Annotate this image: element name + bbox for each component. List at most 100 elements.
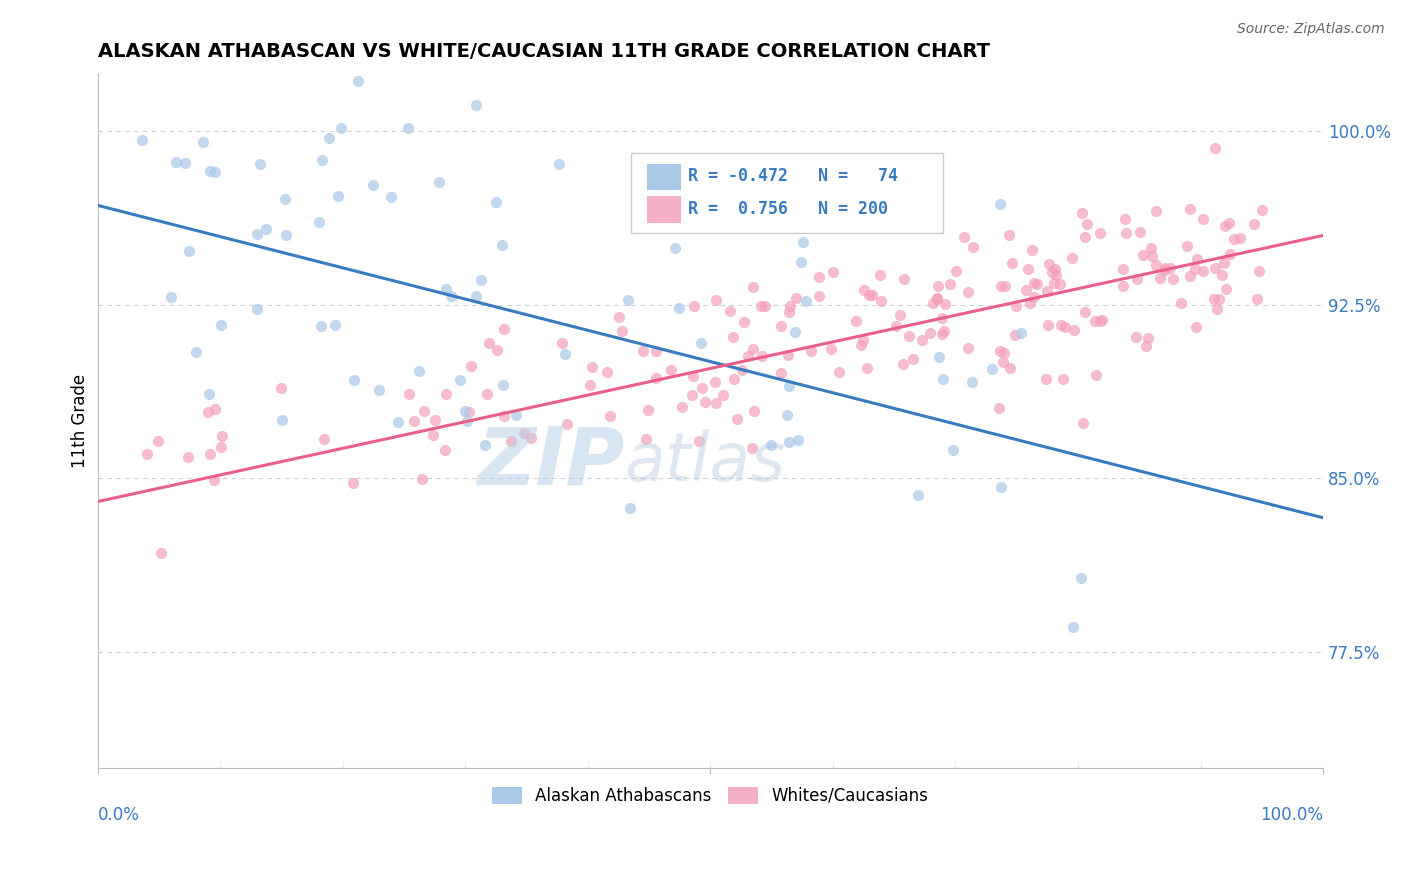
- Point: [689, 335, 711, 350]
- Point: [1076, 217, 1098, 231]
- Point: [460, 359, 482, 373]
- Point: [993, 355, 1015, 369]
- Point: [1035, 372, 1057, 386]
- Point: [197, 387, 219, 401]
- Point: [907, 488, 929, 502]
- Point: [1184, 320, 1206, 334]
- Point: [474, 438, 496, 452]
- Point: [1219, 246, 1241, 260]
- Point: [1243, 217, 1265, 231]
- Point: [1004, 327, 1026, 342]
- Point: [792, 235, 814, 249]
- Point: [682, 369, 704, 384]
- Point: [1074, 304, 1097, 318]
- Point: [197, 405, 219, 419]
- FancyBboxPatch shape: [647, 196, 681, 223]
- Point: [931, 326, 953, 341]
- Point: [1090, 313, 1112, 327]
- Point: [636, 432, 658, 446]
- Point: [1204, 141, 1226, 155]
- Point: [778, 378, 800, 392]
- Point: [1154, 260, 1177, 275]
- Point: [858, 287, 880, 301]
- Point: [398, 387, 420, 401]
- Point: [723, 372, 745, 386]
- Point: [146, 434, 169, 448]
- Point: [1071, 416, 1094, 430]
- Point: [990, 279, 1012, 293]
- Point: [1022, 276, 1045, 290]
- Point: [1112, 262, 1135, 277]
- Point: [1036, 318, 1059, 333]
- Point: [828, 365, 851, 379]
- Point: [749, 299, 772, 313]
- Point: [1062, 620, 1084, 634]
- Point: [1132, 248, 1154, 262]
- Point: [1211, 268, 1233, 282]
- Point: [1159, 261, 1181, 276]
- Point: [1213, 256, 1236, 270]
- Point: [1215, 282, 1237, 296]
- Point: [450, 373, 472, 387]
- Point: [246, 227, 269, 241]
- Point: [1135, 339, 1157, 353]
- Point: [920, 326, 942, 340]
- Point: [683, 299, 706, 313]
- Point: [783, 325, 806, 339]
- Point: [343, 373, 366, 387]
- Point: [787, 433, 810, 447]
- Point: [704, 376, 727, 390]
- Point: [808, 269, 831, 284]
- Point: [485, 343, 508, 357]
- Point: [845, 314, 868, 328]
- Point: [1149, 271, 1171, 285]
- Point: [434, 387, 457, 401]
- Point: [309, 318, 332, 333]
- Point: [131, 133, 153, 147]
- Point: [491, 238, 513, 252]
- Point: [318, 131, 340, 145]
- Point: [1043, 262, 1066, 277]
- Point: [925, 292, 948, 306]
- Point: [953, 230, 976, 244]
- Point: [1042, 265, 1064, 279]
- Point: [962, 375, 984, 389]
- Point: [1000, 361, 1022, 376]
- Point: [794, 293, 817, 308]
- Point: [800, 343, 823, 358]
- Point: [1180, 268, 1202, 283]
- Point: [433, 442, 456, 457]
- Point: [889, 308, 911, 322]
- Point: [704, 395, 727, 409]
- Point: [720, 304, 742, 318]
- Point: [725, 412, 748, 426]
- Point: [821, 265, 844, 279]
- Point: [501, 434, 523, 448]
- Point: [671, 401, 693, 415]
- Point: [1053, 319, 1076, 334]
- Point: [380, 190, 402, 204]
- Point: [928, 350, 950, 364]
- Point: [659, 363, 682, 377]
- Point: [1222, 232, 1244, 246]
- Point: [742, 280, 765, 294]
- Point: [927, 279, 949, 293]
- Point: [186, 345, 208, 359]
- Point: [668, 301, 690, 315]
- Point: [1140, 249, 1163, 263]
- FancyBboxPatch shape: [647, 164, 681, 190]
- Point: [1088, 226, 1111, 240]
- Point: [135, 447, 157, 461]
- Point: [1005, 299, 1028, 313]
- Text: 100.0%: 100.0%: [1260, 805, 1323, 824]
- Point: [1202, 292, 1225, 306]
- Point: [1024, 290, 1046, 304]
- Point: [202, 473, 225, 487]
- Point: [980, 362, 1002, 376]
- Point: [1128, 225, 1150, 239]
- Point: [550, 336, 572, 351]
- Point: [1184, 262, 1206, 277]
- Point: [1018, 295, 1040, 310]
- Point: [957, 285, 980, 299]
- Point: [742, 342, 765, 356]
